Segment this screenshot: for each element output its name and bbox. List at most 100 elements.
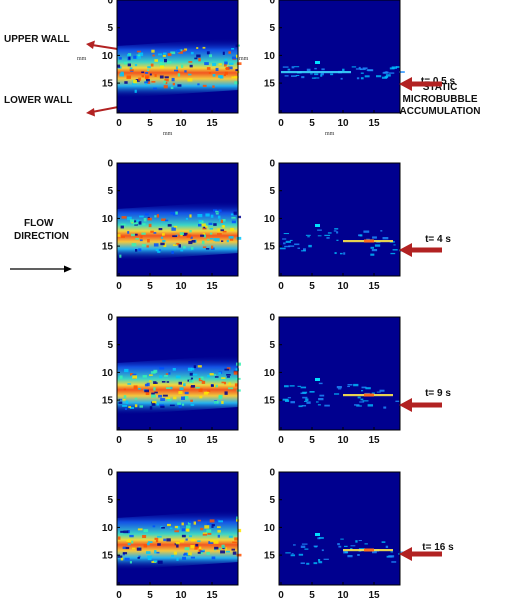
speckle [190, 545, 195, 549]
static-label-line2: MICROBUBBLE [403, 94, 478, 105]
speckle [301, 250, 306, 252]
panel-background [279, 0, 400, 113]
speckle [155, 382, 158, 384]
tissue-band [117, 355, 238, 415]
speckle [343, 252, 346, 255]
speckle [119, 73, 124, 77]
speckle [294, 243, 300, 246]
speckle [334, 252, 337, 255]
speckle [372, 236, 377, 239]
x-tick-label: 0 [116, 118, 122, 129]
speckle [393, 244, 396, 246]
speckle [388, 555, 395, 558]
speckle [188, 73, 192, 76]
y-tick-label: 15 [264, 551, 276, 562]
flow-direction-arrow [10, 265, 72, 273]
speckle [199, 395, 203, 399]
x-unit-label: mm [163, 131, 173, 137]
speckle [149, 73, 152, 76]
speckle [224, 391, 228, 395]
speckle [172, 235, 178, 238]
speckle [147, 557, 152, 561]
x-tick-label: 0 [116, 281, 122, 292]
speckle [125, 400, 129, 404]
speckle [195, 543, 199, 547]
speckle [157, 535, 162, 538]
speckle [217, 530, 221, 533]
speckle [282, 238, 287, 240]
speckle [155, 249, 159, 252]
speckle [127, 530, 130, 534]
speckle [297, 247, 301, 249]
speckle [340, 538, 344, 540]
speckle [227, 66, 233, 70]
speckle [295, 75, 300, 77]
speckle [218, 75, 223, 78]
x-tick-label: 10 [175, 590, 187, 600]
speckle [162, 54, 166, 57]
speckle [154, 74, 157, 77]
accumulation-arrow-row4 [399, 547, 442, 561]
speckle [226, 367, 231, 370]
speckle [163, 85, 168, 89]
speckle [120, 223, 126, 226]
hot-spot [364, 393, 374, 397]
y-tick-label: 10 [264, 214, 276, 225]
speckle [360, 72, 364, 74]
speckle [179, 539, 185, 543]
x-tick-label: 15 [206, 118, 218, 129]
speckle [136, 56, 141, 59]
speckle [138, 555, 141, 558]
speckle [186, 525, 191, 529]
speckle [166, 538, 171, 542]
speckle [197, 519, 201, 522]
speckle [308, 244, 312, 248]
speckle [172, 244, 178, 246]
speckle [232, 541, 237, 544]
speckle [208, 72, 212, 74]
speckle [347, 555, 353, 558]
speckle [157, 560, 163, 564]
speckle [139, 405, 144, 408]
speckle [149, 380, 152, 383]
speckle [206, 238, 210, 241]
speckle [203, 226, 207, 229]
accumulation-arrow-row3 [399, 398, 442, 412]
speckle [150, 230, 154, 233]
speckle [146, 542, 150, 546]
speckle [138, 248, 142, 252]
speckle [285, 552, 291, 554]
speckle [165, 397, 171, 400]
speckle [218, 372, 222, 375]
x-tick-label: 5 [147, 118, 153, 129]
speckle [120, 225, 124, 229]
speckle [202, 232, 205, 235]
speckle [135, 79, 140, 82]
speckle [217, 228, 220, 232]
speckle [141, 232, 146, 235]
speckle [360, 77, 364, 80]
speckle [160, 405, 165, 408]
speckle [318, 398, 324, 401]
speckle [162, 394, 168, 397]
speckle [177, 402, 181, 405]
speckle [152, 54, 155, 57]
speckle [291, 75, 297, 77]
speckle [118, 536, 121, 540]
speckle [197, 551, 201, 554]
y-tick-label: 15 [264, 396, 276, 407]
speckle [183, 553, 186, 556]
y-tick-label: 5 [269, 186, 275, 197]
speckle [122, 405, 128, 407]
speckle [228, 236, 234, 239]
speckle [124, 557, 130, 561]
x-tick-label: 15 [206, 281, 218, 292]
speckle [359, 234, 363, 237]
speckle [314, 546, 318, 548]
x-tick-label: 0 [116, 590, 122, 600]
speckle [224, 58, 228, 61]
speckle [207, 522, 212, 525]
speckle [158, 53, 163, 56]
speckle [190, 385, 196, 388]
speckle [224, 547, 227, 551]
